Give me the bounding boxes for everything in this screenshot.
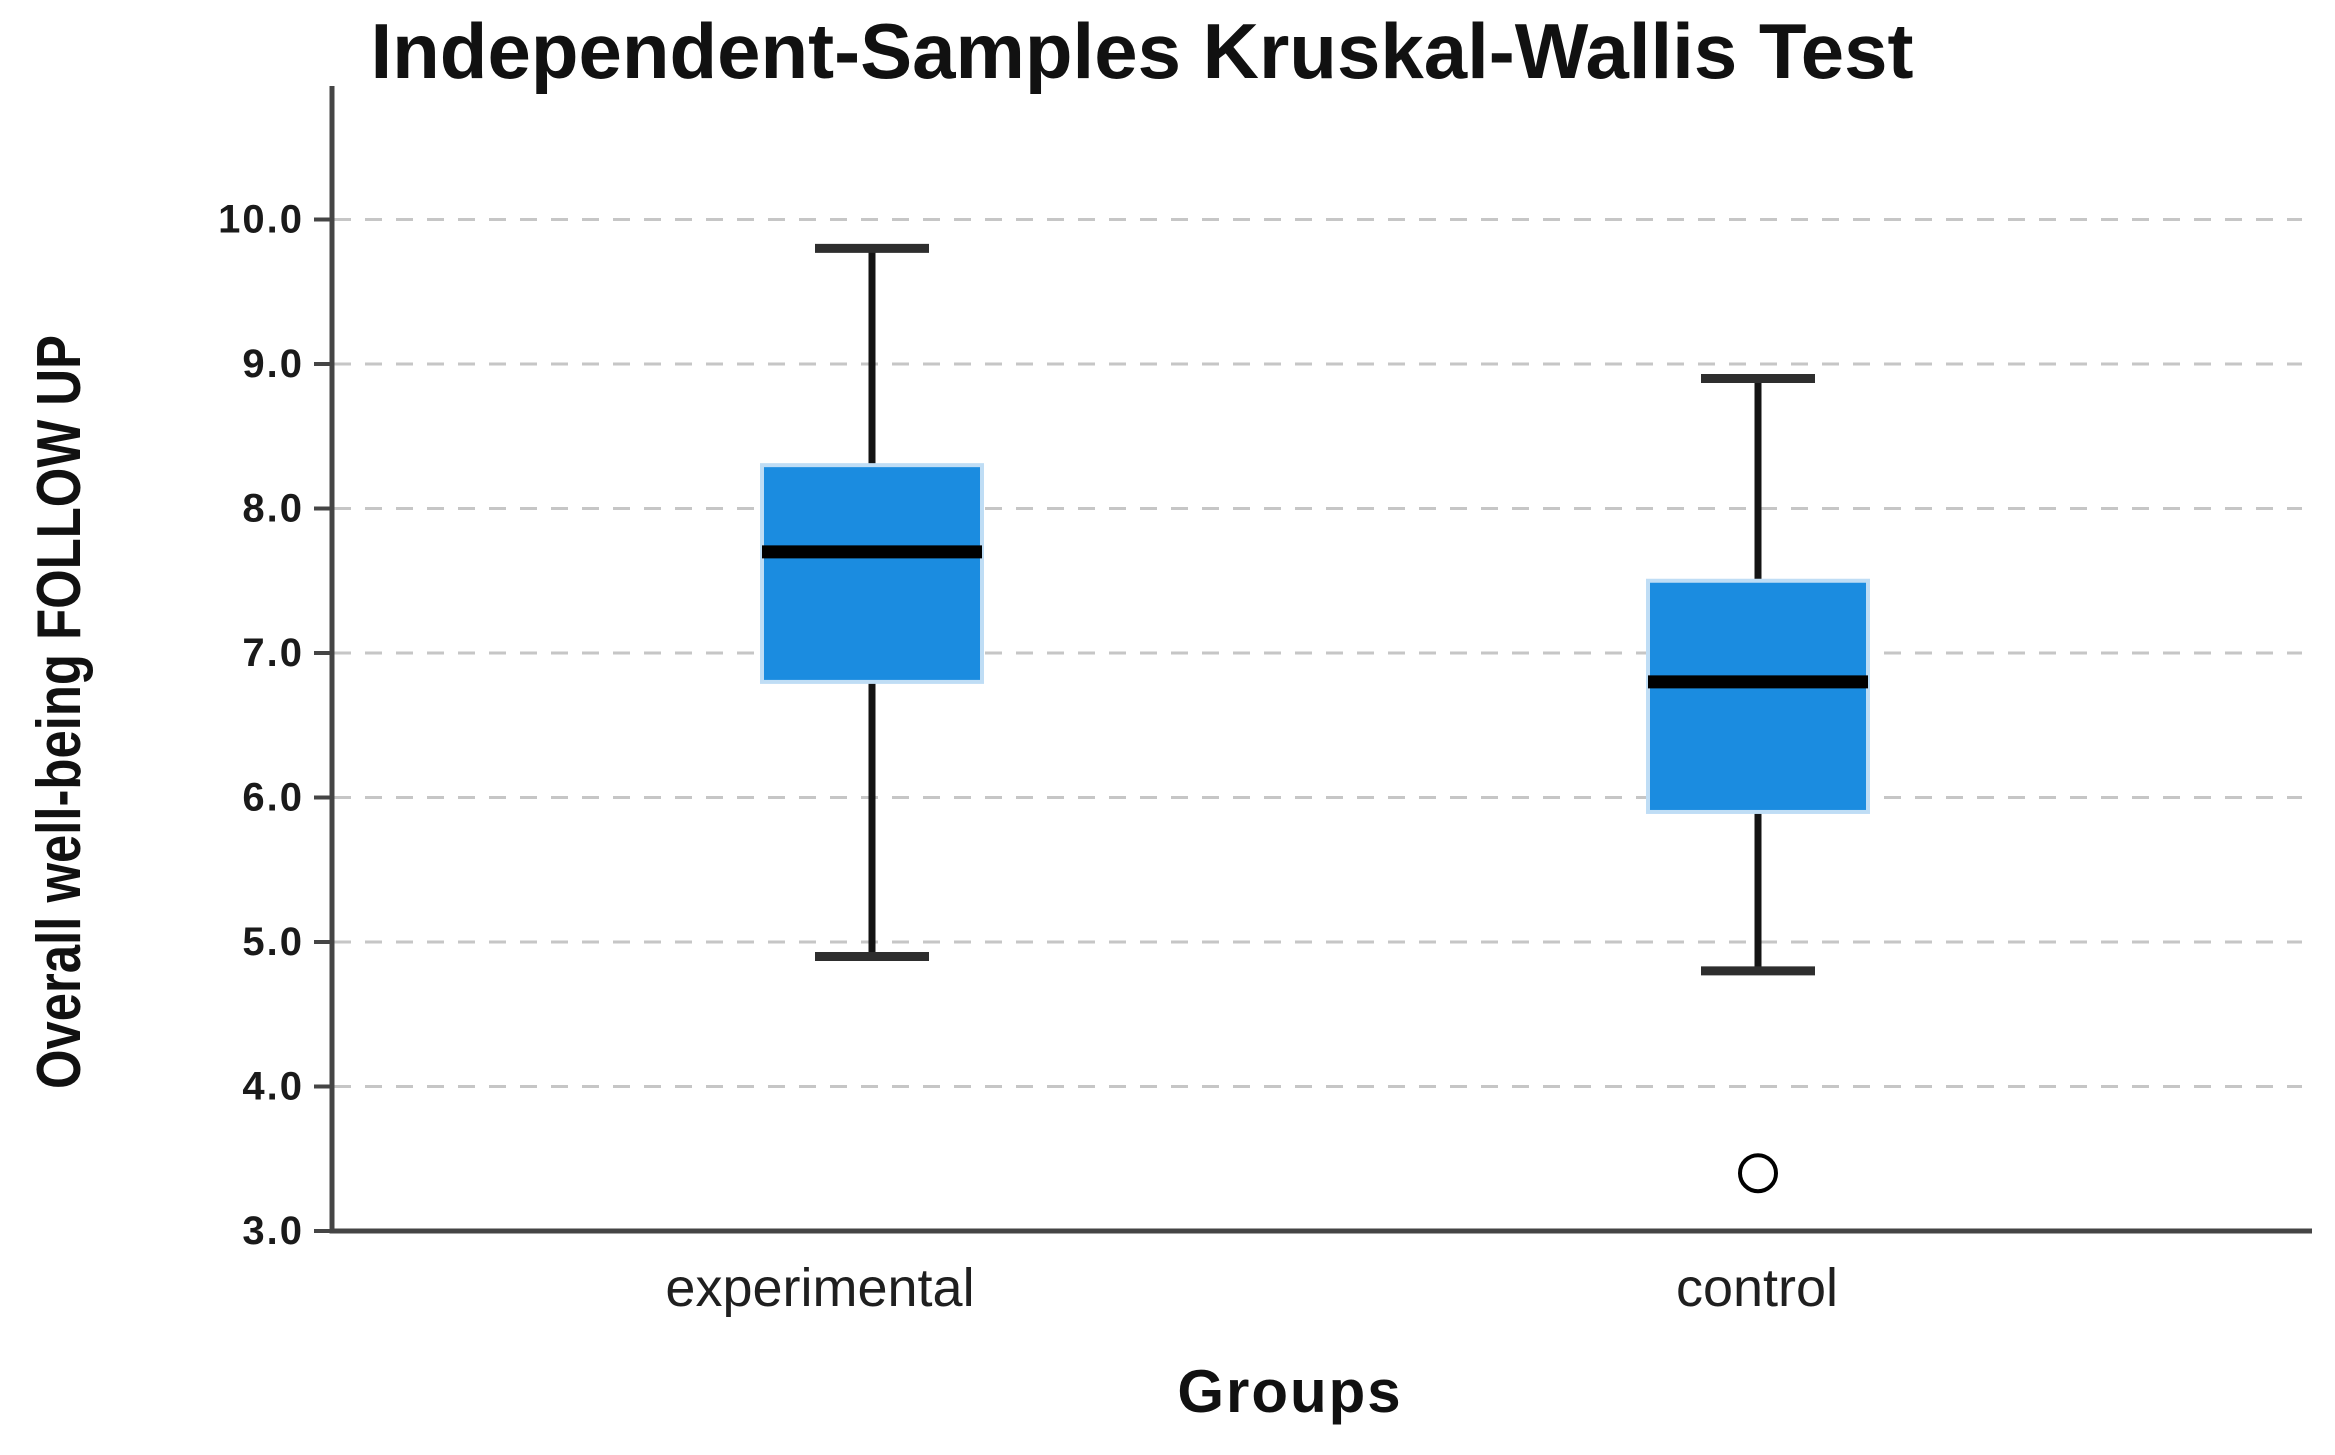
y-tick-label: 10.0 [218,198,304,242]
box-experimental [760,463,984,684]
y-tick-label: 3.0 [242,1209,304,1253]
y-tick-label: 9.0 [242,342,304,386]
outlier-point-control [1738,1153,1778,1194]
category-label-experimental: experimental [665,1258,974,1318]
y-axis-title: Overall well-being FOLLOW UP [25,335,94,1089]
y-tick-label: 7.0 [242,631,304,675]
x-axis-title: Groups [1177,1358,1402,1425]
y-tick-label: 8.0 [242,487,304,531]
box-control [1646,578,1870,814]
category-label-control: control [1676,1258,1838,1318]
chart-title: Independent-Samples Kruskal-Wallis Test [370,7,1913,95]
y-tick-label: 6.0 [242,776,304,820]
y-tick-label: 4.0 [242,1065,304,1109]
y-tick-label: 5.0 [242,920,304,964]
